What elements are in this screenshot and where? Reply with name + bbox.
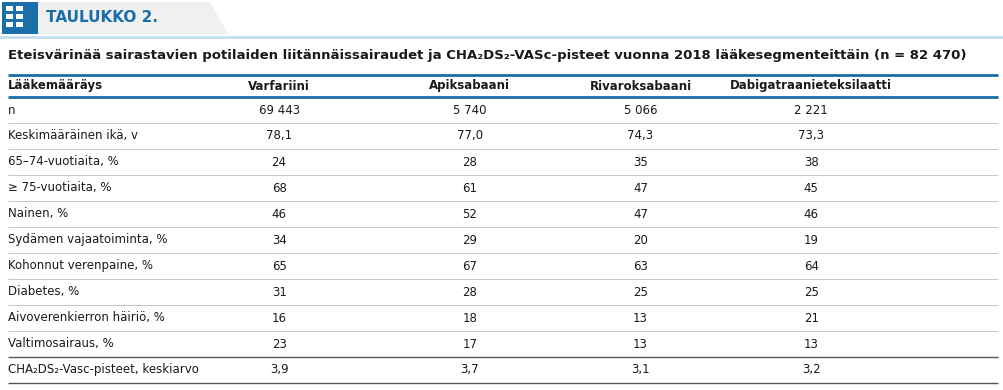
Text: 17: 17	[462, 337, 476, 351]
Text: 74,3: 74,3	[627, 129, 653, 142]
Text: ≥ 75-vuotiaita, %: ≥ 75-vuotiaita, %	[8, 181, 111, 195]
Bar	[0, 36, 1003, 39]
Text: 3,7: 3,7	[460, 363, 478, 376]
Text: 47: 47	[633, 181, 647, 195]
Text: 3,2: 3,2	[801, 363, 819, 376]
Text: 3,1: 3,1	[631, 363, 649, 376]
Text: Kohonnut verenpaine, %: Kohonnut verenpaine, %	[8, 259, 152, 273]
Bar	[16, 6, 23, 11]
Text: 68: 68	[272, 181, 286, 195]
Text: Nainen, %: Nainen, %	[8, 207, 68, 220]
Bar	[6, 14, 13, 19]
Text: 47: 47	[633, 207, 647, 220]
Text: 19: 19	[803, 234, 817, 246]
Text: 46: 46	[803, 207, 817, 220]
Text: 2 221: 2 221	[793, 103, 827, 117]
Text: TAULUKKO 2.: TAULUKKO 2.	[46, 11, 157, 25]
Text: 25: 25	[633, 285, 647, 298]
Text: 69 443: 69 443	[259, 103, 299, 117]
Text: 28: 28	[462, 285, 476, 298]
Text: 5 740: 5 740	[452, 103, 486, 117]
Text: 20: 20	[633, 234, 647, 246]
Text: 28: 28	[462, 156, 476, 168]
Text: 13: 13	[633, 312, 647, 324]
Text: 73,3: 73,3	[797, 129, 823, 142]
Text: Sydämen vajaatoiminta, %: Sydämen vajaatoiminta, %	[8, 234, 168, 246]
Text: 5 066: 5 066	[623, 103, 657, 117]
Text: 64: 64	[803, 259, 817, 273]
Text: Aivoverenkierron häiriö, %: Aivoverenkierron häiriö, %	[8, 312, 164, 324]
Text: 3,9: 3,9	[270, 363, 288, 376]
Text: 23: 23	[272, 337, 286, 351]
Bar	[16, 22, 23, 27]
Bar	[6, 6, 13, 11]
Text: 18: 18	[462, 312, 476, 324]
Text: 29: 29	[462, 234, 476, 246]
Text: Eteisvärinää sairastavien potilaiden liitännäissairaudet ja CHA₂DS₂-VASc-pisteet: Eteisvärinää sairastavien potilaiden lii…	[8, 49, 966, 62]
Text: Apiksabaani: Apiksabaani	[429, 80, 510, 92]
Bar	[6, 22, 13, 27]
Bar	[2, 2, 38, 34]
Text: 34: 34	[272, 234, 286, 246]
Text: n: n	[8, 103, 15, 117]
Text: 65: 65	[272, 259, 286, 273]
Text: 35: 35	[633, 156, 647, 168]
Text: 31: 31	[272, 285, 286, 298]
Text: 61: 61	[462, 181, 476, 195]
Text: 77,0: 77,0	[456, 129, 482, 142]
Text: Valtimosairaus, %: Valtimosairaus, %	[8, 337, 113, 351]
Text: 21: 21	[803, 312, 817, 324]
Text: Rivaroksabaani: Rivaroksabaani	[589, 80, 691, 92]
Text: 16: 16	[272, 312, 286, 324]
Text: 52: 52	[462, 207, 476, 220]
Text: Varfariini: Varfariini	[248, 80, 310, 92]
Polygon shape	[38, 2, 228, 34]
Text: 46: 46	[272, 207, 286, 220]
Text: 24: 24	[272, 156, 286, 168]
Text: CHA₂DS₂-Vasc-pisteet, keskiarvo: CHA₂DS₂-Vasc-pisteet, keskiarvo	[8, 363, 199, 376]
Text: Keskimääräinen ikä, v: Keskimääräinen ikä, v	[8, 129, 137, 142]
Text: Lääkemääräys: Lääkemääräys	[8, 80, 103, 92]
Bar	[16, 14, 23, 19]
Text: 67: 67	[462, 259, 476, 273]
Text: 65–74-vuotiaita, %: 65–74-vuotiaita, %	[8, 156, 118, 168]
Text: Diabetes, %: Diabetes, %	[8, 285, 79, 298]
Text: 13: 13	[803, 337, 817, 351]
Text: 25: 25	[803, 285, 817, 298]
Text: 38: 38	[803, 156, 817, 168]
Text: 63: 63	[633, 259, 647, 273]
Text: 78,1: 78,1	[266, 129, 292, 142]
Text: Dabigatraanieteksilaatti: Dabigatraanieteksilaatti	[729, 80, 892, 92]
Text: 13: 13	[633, 337, 647, 351]
Text: 45: 45	[803, 181, 817, 195]
